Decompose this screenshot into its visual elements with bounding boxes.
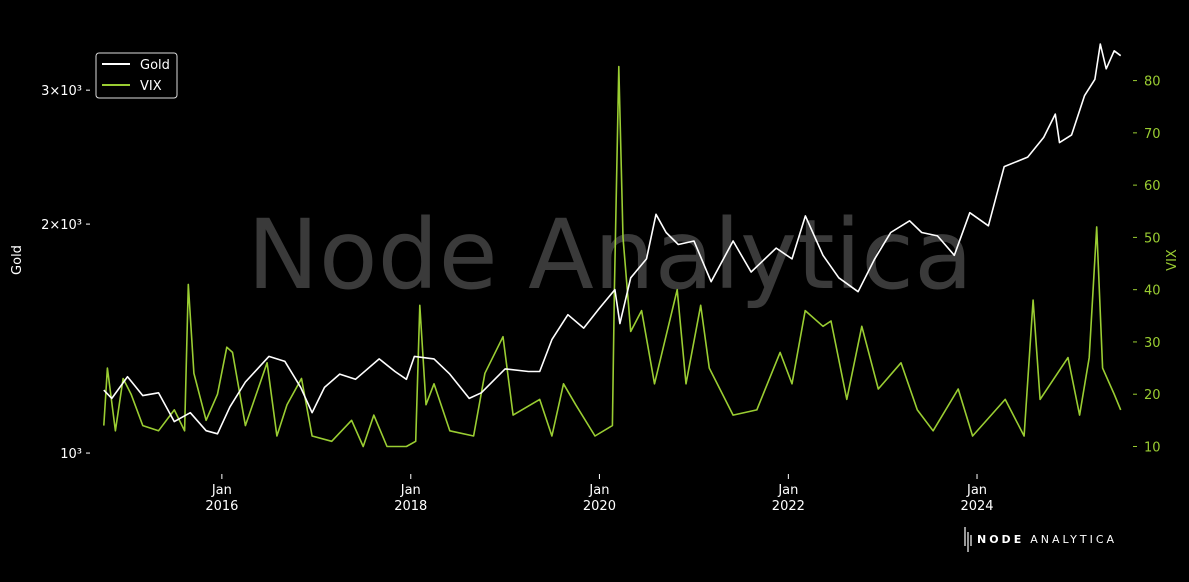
watermark-text: Node Analytica xyxy=(247,199,973,311)
x-tick-month-label: Jan xyxy=(211,483,232,498)
x-tick-year-label: 2024 xyxy=(960,499,993,514)
y-right-tick-label: 80 xyxy=(1144,75,1161,90)
legend: Gold VIX xyxy=(95,52,178,99)
y-right-tick-label: 20 xyxy=(1144,388,1161,403)
legend-vix-label: VIX xyxy=(140,79,162,94)
x-tick-year-label: 2018 xyxy=(394,499,427,514)
x-tick-year-label: 2016 xyxy=(205,499,238,514)
y-left-tick-label: 10³ xyxy=(60,447,82,462)
x-tick-month-label: Jan xyxy=(966,483,987,498)
legend-gold-label: Gold xyxy=(140,58,170,73)
x-tick-year-label: 2020 xyxy=(583,499,616,514)
x-tick-month-label: Jan xyxy=(400,483,421,498)
x-tick-year-label: 2022 xyxy=(772,499,805,514)
logo-light-text: ANALYTICA xyxy=(1030,533,1117,546)
y-right-tick-label: 30 xyxy=(1144,336,1161,351)
y-right-tick-label: 70 xyxy=(1144,127,1161,142)
y-right-tick-label: 10 xyxy=(1144,440,1161,455)
y-left-tick-label: 3×10³ xyxy=(41,84,82,99)
chart-title: Gold vs VIX xyxy=(546,7,675,31)
logo: NODE ANALYTICA xyxy=(964,527,1117,552)
y-right-tick-label: 60 xyxy=(1144,179,1161,194)
y-axis-right-label: VIX xyxy=(1165,249,1180,271)
y-axis-left-ticks: 10³ 2×10³ 3×10³ xyxy=(41,84,90,462)
y-right-tick-label: 40 xyxy=(1144,284,1161,299)
series-layer xyxy=(103,43,1122,448)
x-tick-month-label: Jan xyxy=(588,483,609,498)
gold-series-line xyxy=(103,43,1122,435)
y-axis-left-label: Gold xyxy=(10,245,25,275)
y-axis-right-ticks: 10 20 30 40 50 60 70 80 xyxy=(1133,75,1161,455)
y-left-tick-label: 2×10³ xyxy=(41,218,82,233)
x-tick-month-label: Jan xyxy=(777,483,798,498)
y-right-tick-label: 50 xyxy=(1144,231,1161,246)
logo-bold-text: NODE xyxy=(977,533,1024,546)
vix-series-line xyxy=(103,65,1122,448)
